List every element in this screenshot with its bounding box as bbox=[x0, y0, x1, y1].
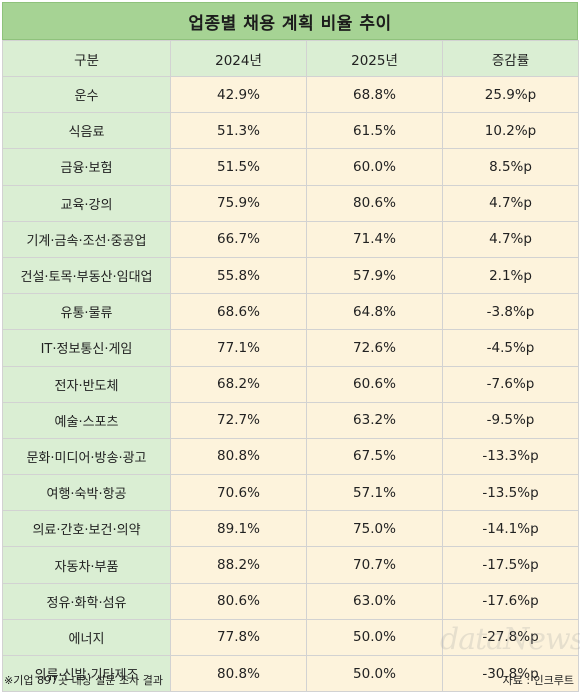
row-change: -17.6%p bbox=[442, 582, 579, 620]
table-row: 교육·강의 75.9% 80.6% 4.7%p bbox=[2, 184, 579, 222]
row-category: 예술·스포츠 bbox=[2, 401, 171, 439]
row-category: 건설·토목·부동산·임대업 bbox=[2, 256, 171, 295]
header-category: 구분 bbox=[2, 40, 171, 77]
table-row: 자동차·부품 88.2% 70.7% -17.5%p bbox=[2, 546, 579, 584]
row-value-2025: 64.8% bbox=[306, 293, 443, 331]
table-row: 건설·토목·부동산·임대업 55.8% 57.9% 2.1%p bbox=[2, 256, 579, 295]
row-change: 4.7%p bbox=[442, 220, 579, 258]
row-value-2025: 57.9% bbox=[306, 256, 443, 295]
table-row: 예술·스포츠 72.7% 63.2% -9.5%p bbox=[2, 401, 579, 439]
row-value-2024: 68.2% bbox=[170, 365, 307, 403]
source-credit: 자료 : 인크루트 bbox=[502, 674, 574, 687]
row-category: 전자·반도체 bbox=[2, 365, 171, 403]
row-category: 의료·간호·보건·의약 bbox=[2, 510, 171, 548]
table-row: 기계·금속·조선·중공업 66.7% 71.4% 4.7%p bbox=[2, 220, 579, 258]
row-value-2024: 42.9% bbox=[170, 75, 307, 114]
table-row: 문화·미디어·방송·광고 80.8% 67.5% -13.3%p bbox=[2, 437, 579, 476]
row-value-2025: 60.0% bbox=[306, 148, 443, 186]
row-category: IT·정보통신·게임 bbox=[2, 329, 171, 367]
row-value-2024: 88.2% bbox=[170, 546, 307, 584]
row-category: 금융·보험 bbox=[2, 148, 171, 186]
row-change: -14.1%p bbox=[442, 510, 579, 548]
table-row: 운수 42.9% 68.8% 25.9%p bbox=[2, 75, 579, 114]
row-value-2025: 71.4% bbox=[306, 220, 443, 258]
row-change: 4.7%p bbox=[442, 184, 579, 222]
row-value-2024: 55.8% bbox=[170, 256, 307, 295]
row-category: 문화·미디어·방송·광고 bbox=[2, 437, 171, 476]
row-value-2025: 70.7% bbox=[306, 546, 443, 584]
row-category: 여행·숙박·항공 bbox=[2, 474, 171, 512]
row-change: -4.5%p bbox=[442, 329, 579, 367]
row-change: -9.5%p bbox=[442, 401, 579, 439]
header-row: 구분 2024년 2025년 증감률 bbox=[2, 40, 579, 77]
row-value-2025: 60.6% bbox=[306, 365, 443, 403]
row-value-2025: 50.0% bbox=[306, 618, 443, 657]
row-change: -30.8%p bbox=[442, 654, 579, 692]
header-2024: 2024년 bbox=[170, 40, 307, 77]
table-row: 식음료 51.3% 61.5% 10.2%p bbox=[2, 112, 579, 150]
row-value-2024: 66.7% bbox=[170, 220, 307, 258]
row-value-2025: 63.0% bbox=[306, 582, 443, 620]
row-value-2024: 77.1% bbox=[170, 329, 307, 367]
table-row: IT·정보통신·게임 77.1% 72.6% -4.5%p bbox=[2, 329, 579, 367]
row-value-2024: 72.7% bbox=[170, 401, 307, 439]
row-value-2025: 75.0% bbox=[306, 510, 443, 548]
row-category: 자동차·부품 bbox=[2, 546, 171, 584]
row-value-2024: 75.9% bbox=[170, 184, 307, 222]
row-category: 의류·신발·기타제조 bbox=[2, 654, 171, 692]
row-change: -17.5%p bbox=[442, 546, 579, 584]
table-title: 업종별 채용 계획 비율 추이 bbox=[2, 2, 578, 40]
hiring-plan-table: 구분 2024년 2025년 증감률 운수 42.9% 68.8% 25.9%p 식음료… bbox=[2, 40, 579, 692]
row-value-2024: 77.8% bbox=[170, 618, 307, 657]
header-2025: 2025년 bbox=[306, 40, 443, 77]
row-change: 10.2%p bbox=[442, 112, 579, 150]
footer: ※기업 897곳 대상 설문 조사 결과 자료 : 인크루트 bbox=[4, 672, 574, 688]
table-row: 에너지 77.8% 50.0% -27.8%p bbox=[2, 618, 579, 657]
row-value-2024: 70.6% bbox=[170, 474, 307, 512]
table-body: 운수 42.9% 68.8% 25.9%p 식음료 51.3% 61.5% 10.2%p 금융·… bbox=[2, 75, 579, 692]
row-change: -13.5%p bbox=[442, 474, 579, 512]
header-change: 증감률 bbox=[442, 40, 579, 77]
row-category: 정유·화학·섬유 bbox=[2, 582, 171, 620]
row-value-2024: 68.6% bbox=[170, 293, 307, 331]
table-row: 금융·보험 51.5% 60.0% 8.5%p bbox=[2, 148, 579, 186]
row-value-2025: 61.5% bbox=[306, 112, 443, 150]
row-change: -7.6%p bbox=[442, 365, 579, 403]
row-change: 2.1%p bbox=[442, 256, 579, 295]
row-category: 유통·물류 bbox=[2, 293, 171, 331]
row-change: -27.8%p bbox=[442, 618, 579, 657]
footnote: ※기업 897곳 대상 설문 조사 결과 bbox=[4, 674, 164, 687]
table-row: 여행·숙박·항공 70.6% 57.1% -13.5%p bbox=[2, 474, 579, 512]
table-row: 의류·신발·기타제조 80.8% 50.0% -30.8%p bbox=[2, 654, 579, 692]
row-value-2025: 63.2% bbox=[306, 401, 443, 439]
row-category: 운수 bbox=[2, 75, 171, 114]
row-value-2024: 51.5% bbox=[170, 148, 307, 186]
row-value-2024: 80.6% bbox=[170, 582, 307, 620]
row-category: 기계·금속·조선·중공업 bbox=[2, 220, 171, 258]
table-row: 유통·물류 68.6% 64.8% -3.8%p bbox=[2, 293, 579, 331]
row-value-2025: 57.1% bbox=[306, 474, 443, 512]
row-value-2024: 89.1% bbox=[170, 510, 307, 548]
row-change: -3.8%p bbox=[442, 293, 579, 331]
row-change: 25.9%p bbox=[442, 75, 579, 114]
table-row: 의료·간호·보건·의약 89.1% 75.0% -14.1%p bbox=[2, 510, 579, 548]
row-change: 8.5%p bbox=[442, 148, 579, 186]
row-value-2025: 80.6% bbox=[306, 184, 443, 222]
table-row: 정유·화학·섬유 80.6% 63.0% -17.6%p bbox=[2, 582, 579, 620]
row-category: 에너지 bbox=[2, 618, 171, 657]
row-category: 교육·강의 bbox=[2, 184, 171, 222]
table-row: 전자·반도체 68.2% 60.6% -7.6%p bbox=[2, 365, 579, 403]
row-change: -13.3%p bbox=[442, 437, 579, 476]
row-category: 식음료 bbox=[2, 112, 171, 150]
row-value-2024: 51.3% bbox=[170, 112, 307, 150]
row-value-2025: 67.5% bbox=[306, 437, 443, 476]
row-value-2025: 68.8% bbox=[306, 75, 443, 114]
row-value-2025: 72.6% bbox=[306, 329, 443, 367]
row-value-2024: 80.8% bbox=[170, 437, 307, 476]
